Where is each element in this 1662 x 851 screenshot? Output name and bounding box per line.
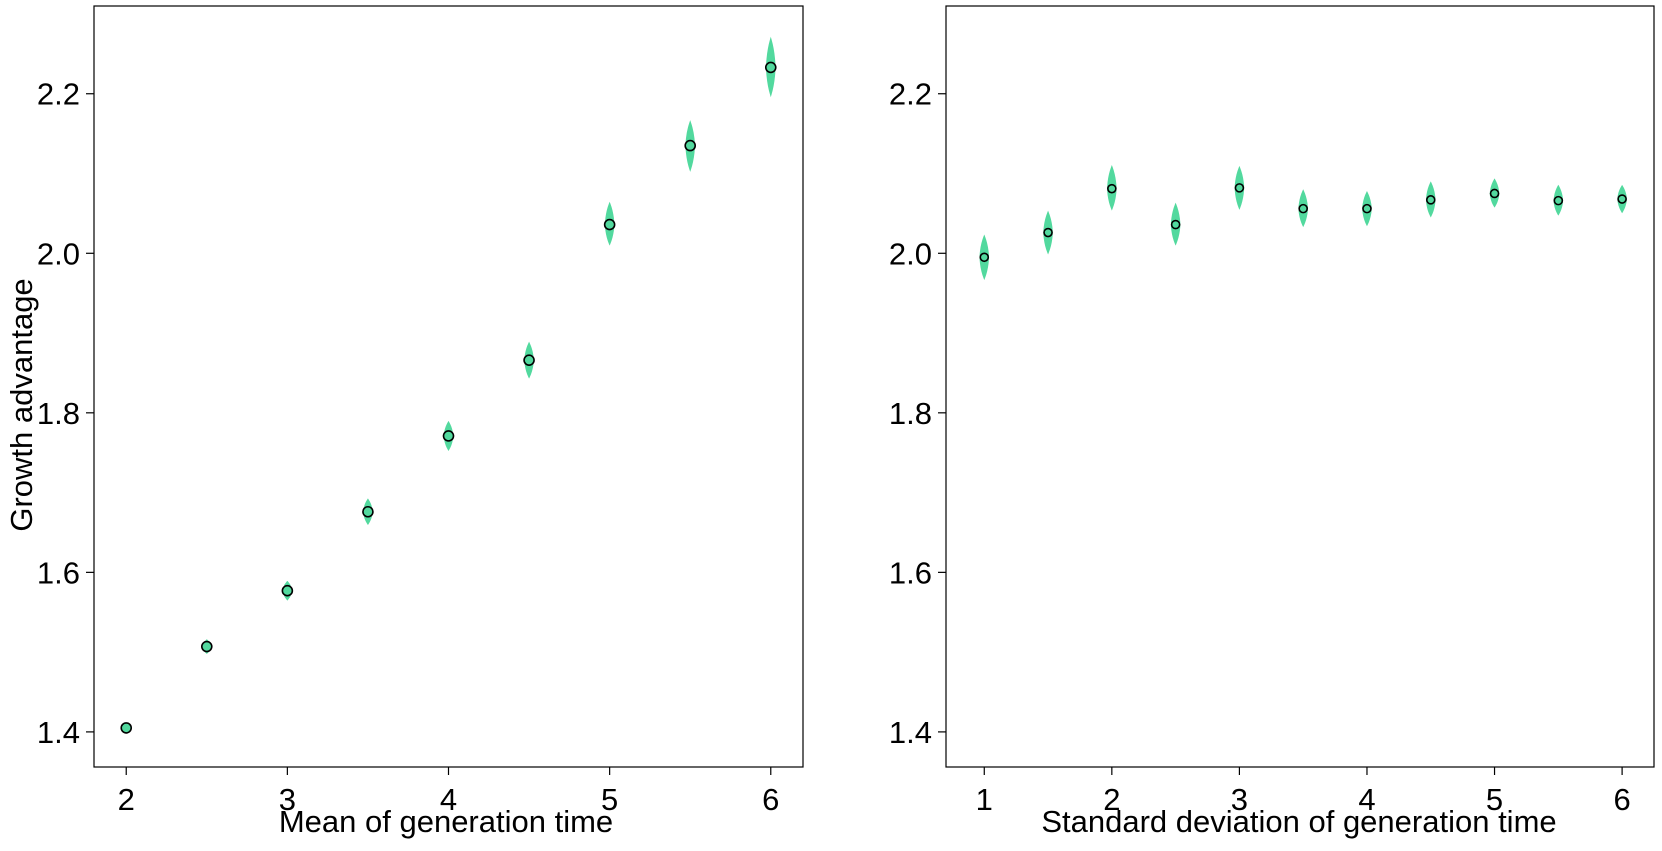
- x-tick-label: 2: [118, 782, 135, 817]
- data-point: [1489, 188, 1500, 199]
- plot-frame: [945, 5, 1655, 768]
- data-point: [1362, 203, 1372, 214]
- x-tick-label: 4: [1358, 782, 1375, 817]
- data-point: [603, 218, 616, 231]
- data-point: [764, 61, 777, 74]
- data-point: [1043, 227, 1053, 238]
- y-tick-label: 1.4: [889, 715, 932, 750]
- y-tick-label: 1.8: [37, 396, 80, 431]
- x-tick-label: 3: [279, 782, 296, 817]
- data-point: [1107, 183, 1117, 194]
- data-point: [1298, 203, 1308, 214]
- y-tick-label: 2.2: [37, 77, 80, 112]
- x-axis-label: Mean of generation time: [279, 804, 613, 839]
- y-tick-label: 2.2: [889, 77, 932, 112]
- x-axis-label: Standard deviation of generation time: [1041, 804, 1556, 839]
- x-tick-label: 5: [601, 782, 618, 817]
- y-tick-label: 2.0: [37, 236, 80, 271]
- data-point: [1234, 183, 1245, 193]
- x-tick-label: 2: [1103, 782, 1120, 817]
- plot-frame: [93, 5, 804, 768]
- data-point: [1425, 195, 1436, 205]
- data-point: [979, 252, 990, 263]
- x-tick-label: 3: [1231, 782, 1248, 817]
- data-point: [200, 640, 213, 653]
- data-point: [281, 584, 294, 597]
- y-tick-label: 1.8: [889, 396, 932, 431]
- x-tick-label: 1: [976, 782, 993, 817]
- x-tick-label: 4: [440, 782, 457, 817]
- x-tick-label: 6: [1613, 782, 1630, 817]
- y-axis-label: Growth advantage: [4, 278, 39, 531]
- panel-mean-generation-time: Mean of generation time Growth advantage…: [4, 5, 804, 839]
- data-point: [684, 139, 697, 152]
- data-point: [442, 430, 455, 442]
- y-tick-label: 2.0: [889, 236, 932, 271]
- y-tick-label: 1.6: [37, 555, 80, 590]
- data-point: [362, 505, 374, 518]
- y-tick-label: 1.6: [889, 555, 932, 590]
- x-tick-label: 6: [762, 782, 779, 817]
- data-point: [1170, 219, 1181, 230]
- data-point: [1617, 194, 1627, 204]
- y-tick-label: 1.4: [37, 715, 80, 750]
- panel-sd-generation-time: Standard deviation of generation time 1 2…: [889, 5, 1655, 839]
- x-tick-label: 5: [1486, 782, 1503, 817]
- data-point: [1553, 195, 1564, 206]
- data-point: [523, 354, 535, 366]
- data-point: [120, 722, 133, 734]
